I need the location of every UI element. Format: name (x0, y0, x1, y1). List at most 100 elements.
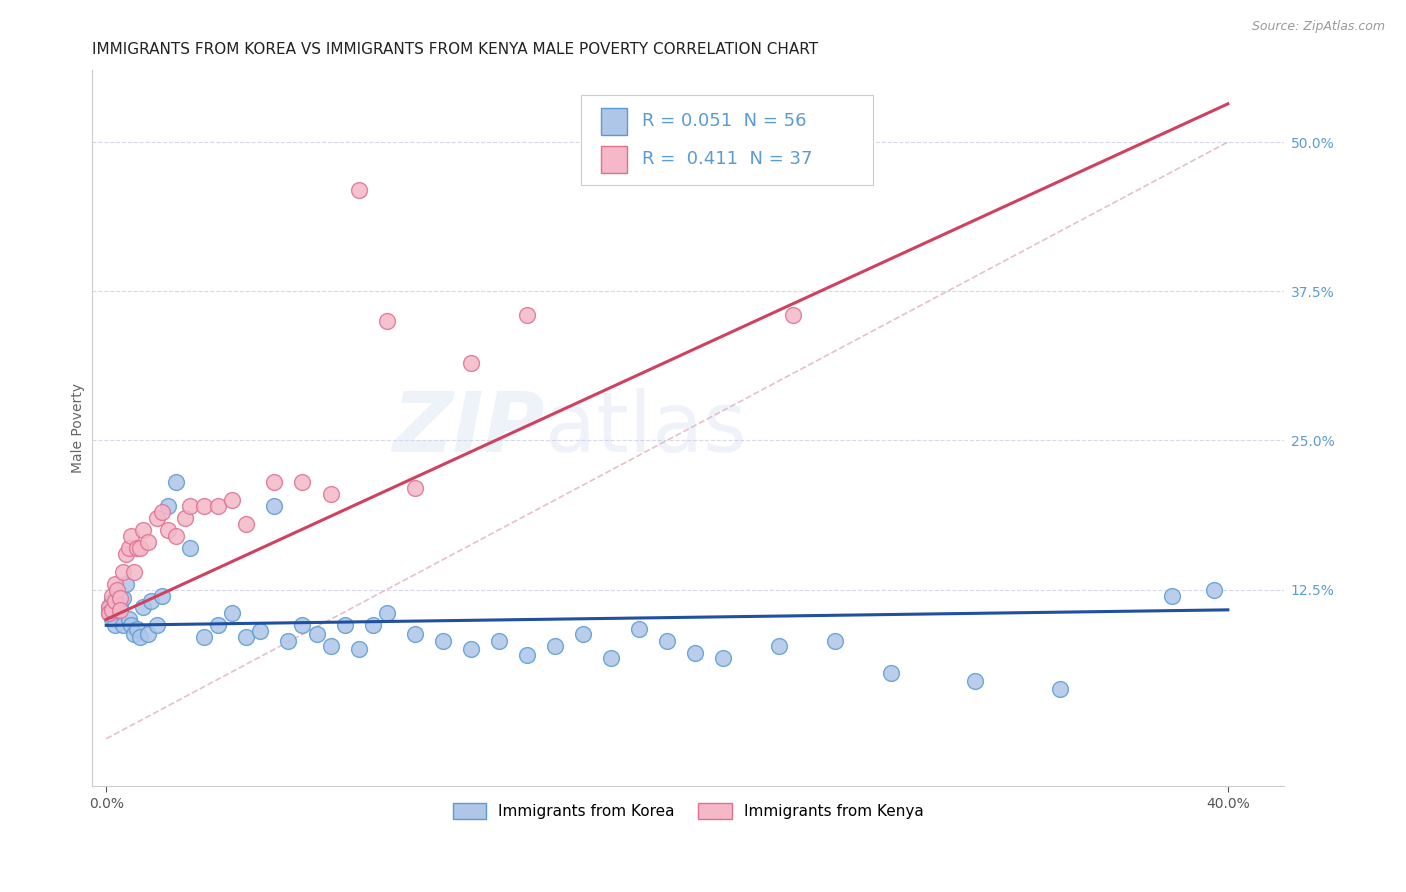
Point (98, 600, 121, 615)
Point (165, 475, 187, 490)
Point (1160, 589, 1182, 603)
Point (333, 618, 356, 632)
Point (112, 618, 135, 632)
Point (263, 475, 285, 490)
Point (516, 648, 538, 663)
Point (145, 511, 167, 525)
Point (347, 183, 370, 197)
Point (768, 639, 790, 653)
Point (101, 603, 124, 617)
Point (965, 674, 987, 689)
Point (432, 633, 454, 648)
Point (104, 576, 127, 591)
Point (361, 618, 384, 632)
Point (165, 529, 187, 543)
Point (173, 511, 195, 525)
Point (572, 626, 595, 640)
Point (683, 646, 706, 660)
Point (375, 314, 398, 328)
Point (156, 523, 179, 537)
Point (110, 603, 132, 617)
Point (488, 633, 510, 648)
Point (136, 626, 159, 640)
Point (110, 598, 132, 612)
Point (235, 630, 257, 644)
Point (404, 481, 426, 495)
Point (120, 618, 142, 632)
Point (156, 499, 179, 513)
Point (263, 499, 285, 513)
Point (150, 589, 173, 603)
Bar (600, 145, 627, 173)
Point (107, 582, 129, 597)
Point (291, 618, 314, 632)
Point (107, 603, 129, 617)
Point (235, 516, 257, 531)
Y-axis label: Male Poverty: Male Poverty (72, 384, 86, 474)
Point (627, 622, 650, 636)
Point (98, 607, 121, 621)
Point (120, 529, 142, 543)
Point (319, 487, 342, 501)
Point (782, 308, 804, 322)
Point (98, 600, 121, 615)
Point (207, 499, 229, 513)
Point (128, 541, 150, 555)
Point (277, 633, 299, 648)
Point (114, 547, 136, 561)
Point (112, 591, 135, 605)
Point (125, 541, 148, 555)
Point (207, 618, 229, 632)
Point (112, 565, 135, 579)
Point (117, 612, 139, 626)
Point (122, 565, 145, 579)
Point (193, 499, 215, 513)
Point (291, 475, 314, 490)
Point (347, 642, 370, 657)
Point (516, 308, 538, 322)
Point (145, 618, 167, 632)
Text: Source: ZipAtlas.com: Source: ZipAtlas.com (1251, 20, 1385, 33)
Point (131, 600, 153, 615)
Point (880, 666, 903, 681)
Point (319, 639, 342, 653)
Point (114, 576, 136, 591)
Point (139, 594, 162, 608)
Point (249, 624, 271, 639)
Legend: Immigrants from Korea, Immigrants from Kenya: Immigrants from Korea, Immigrants from K… (447, 797, 929, 825)
Point (104, 594, 127, 608)
Text: atlas: atlas (546, 388, 747, 469)
Point (125, 622, 148, 636)
Point (305, 626, 328, 640)
Point (101, 594, 124, 608)
Point (117, 541, 139, 555)
Point (404, 626, 426, 640)
Point (101, 589, 124, 603)
Point (101, 612, 124, 626)
Point (179, 541, 201, 555)
Point (460, 356, 482, 370)
Point (131, 523, 153, 537)
Point (544, 639, 567, 653)
Point (104, 618, 127, 632)
Point (460, 642, 482, 657)
Point (150, 505, 173, 519)
FancyBboxPatch shape (581, 95, 873, 185)
Text: R =  0.411  N = 37: R = 0.411 N = 37 (641, 150, 813, 169)
Point (375, 607, 398, 621)
Text: R = 0.051  N = 56: R = 0.051 N = 56 (641, 112, 806, 130)
Bar (600, 108, 627, 135)
Text: ZIP: ZIP (392, 388, 546, 469)
Point (221, 493, 243, 508)
Point (655, 633, 678, 648)
Point (179, 499, 201, 513)
Point (110, 591, 132, 605)
Point (1049, 681, 1071, 696)
Point (193, 630, 215, 644)
Point (1202, 582, 1225, 597)
Text: IMMIGRANTS FROM KOREA VS IMMIGRANTS FROM KENYA MALE POVERTY CORRELATION CHART: IMMIGRANTS FROM KOREA VS IMMIGRANTS FROM… (93, 42, 818, 57)
Point (122, 626, 145, 640)
Point (136, 534, 159, 549)
Point (98, 607, 121, 621)
Point (824, 633, 846, 648)
